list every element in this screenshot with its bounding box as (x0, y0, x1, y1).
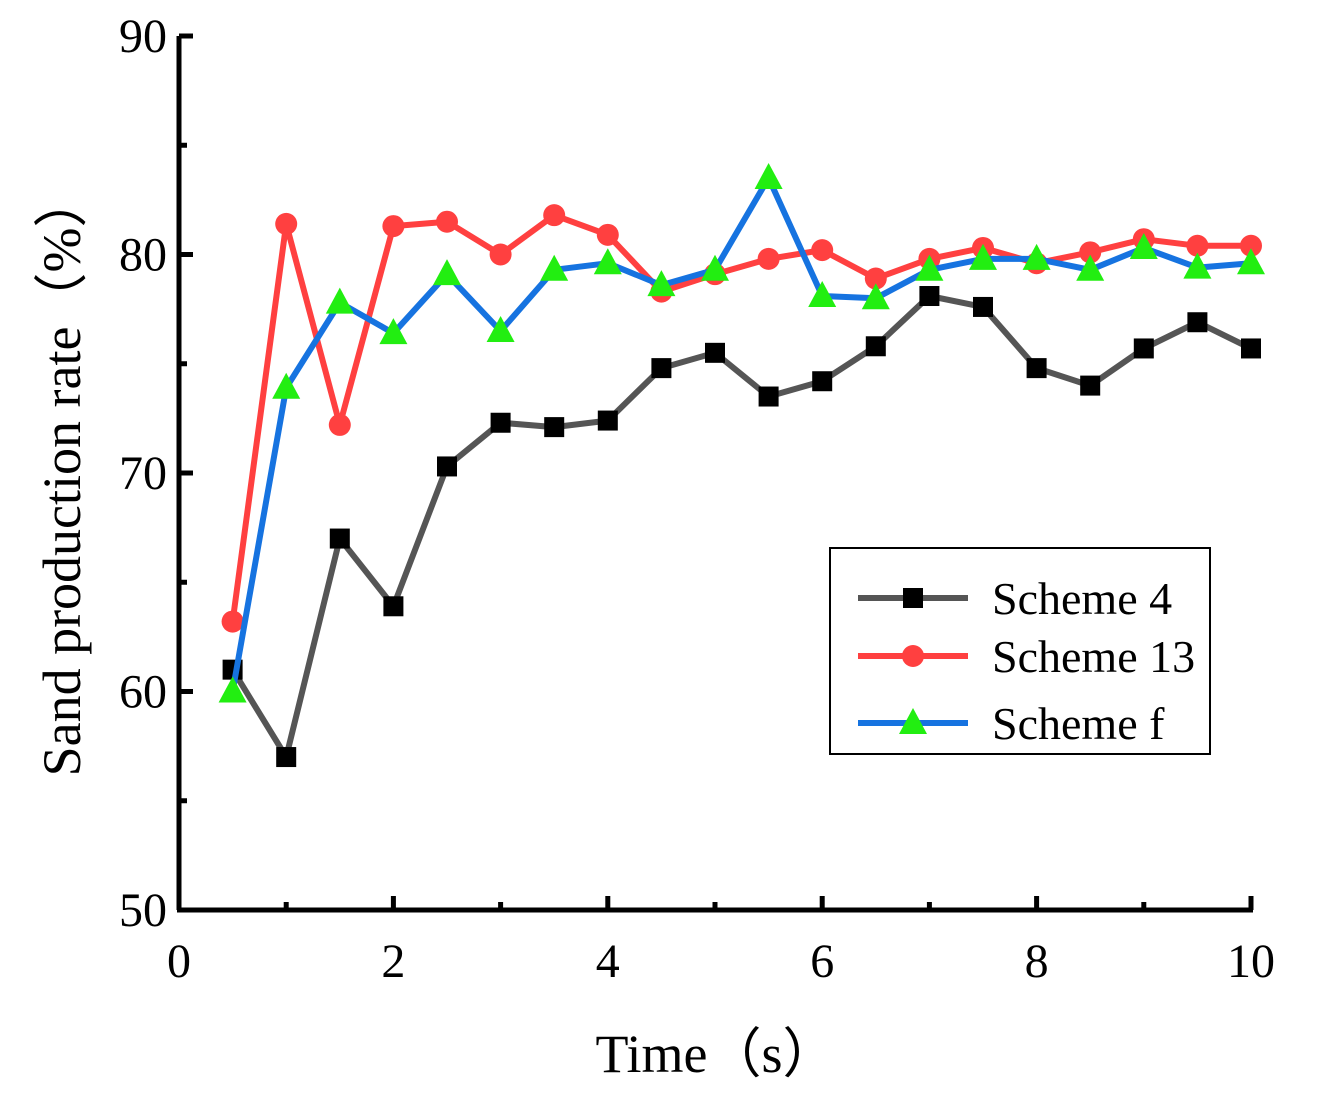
data-point (596, 223, 619, 246)
data-point (1186, 234, 1209, 257)
data-point (490, 412, 511, 433)
x-tick-label: 10 (1227, 935, 1275, 988)
legend-label: Scheme 4 (992, 573, 1172, 624)
data-point (436, 210, 458, 233)
data-point (915, 254, 944, 281)
data-point (1079, 241, 1102, 264)
data-point (1133, 338, 1154, 359)
data-point (758, 386, 779, 407)
data-point (543, 204, 566, 227)
data-point (379, 318, 408, 345)
data-point (705, 342, 725, 363)
data-point (865, 336, 886, 357)
x-axis-title: Time（s） (595, 1024, 836, 1084)
data-point (1076, 254, 1105, 281)
y-tick-label: 80 (119, 229, 167, 282)
data-point (383, 596, 404, 617)
legend-box (829, 547, 1211, 755)
data-point (221, 610, 244, 633)
data-point (275, 212, 298, 235)
data-point (597, 410, 618, 431)
data-point (218, 676, 247, 703)
data-point (1187, 312, 1208, 333)
data-point (544, 417, 565, 438)
data-point (1240, 234, 1262, 257)
data-point (433, 259, 461, 286)
data-point (328, 413, 351, 436)
x-tick-label: 4 (596, 935, 620, 988)
y-axis-title: Sand production rate（%） (32, 174, 92, 777)
legend-label: Scheme f (992, 698, 1165, 749)
data-point (272, 372, 301, 399)
data-point (1129, 232, 1158, 259)
data-point (486, 315, 515, 342)
data-point (329, 528, 350, 549)
data-point (754, 163, 783, 190)
legend-marker (902, 645, 924, 667)
x-tick-label: 8 (1025, 935, 1049, 988)
data-point (811, 239, 834, 262)
data-point (864, 267, 887, 290)
x-tick-label: 2 (381, 935, 405, 988)
legend-marker (899, 708, 927, 734)
data-point (808, 281, 837, 308)
series-scheme-f (218, 163, 1265, 703)
data-point (1241, 338, 1261, 359)
series-scheme-4 (222, 286, 1261, 768)
ticks: 50 60 70 80 90 0 2 4 6 8 10 (119, 10, 1275, 988)
data-point (593, 248, 622, 275)
data-point (647, 270, 676, 297)
legend-marker (903, 588, 923, 608)
data-point (651, 358, 672, 379)
data-point (1022, 243, 1051, 270)
data-point (919, 286, 940, 307)
data-point (969, 243, 997, 270)
data-point (1237, 248, 1265, 275)
data-point (701, 254, 729, 281)
data-point (489, 243, 512, 266)
x-tick-label: 6 (810, 935, 834, 988)
data-point (1080, 375, 1101, 396)
legend-label: Scheme 13 (992, 631, 1195, 682)
data-point (812, 371, 833, 392)
data-point (540, 254, 569, 281)
data-point (973, 296, 993, 317)
legend: Scheme 4 Scheme 13 Scheme f (829, 547, 1211, 755)
x-tick-label: 0 (167, 935, 191, 988)
y-tick-label: 60 (119, 666, 167, 719)
data-point (757, 247, 780, 270)
data-point (1183, 252, 1212, 279)
data-point (1026, 358, 1047, 379)
data-point (437, 456, 457, 477)
y-tick-label: 70 (119, 447, 167, 500)
series-line (229, 175, 1252, 693)
data-point (325, 287, 354, 314)
series-group (218, 163, 1265, 768)
y-tick-label: 50 (119, 884, 167, 937)
y-tick-label: 90 (119, 10, 167, 63)
data-point (382, 215, 405, 238)
data-point (276, 747, 297, 768)
data-point (861, 283, 890, 310)
axes (176, 36, 1253, 913)
